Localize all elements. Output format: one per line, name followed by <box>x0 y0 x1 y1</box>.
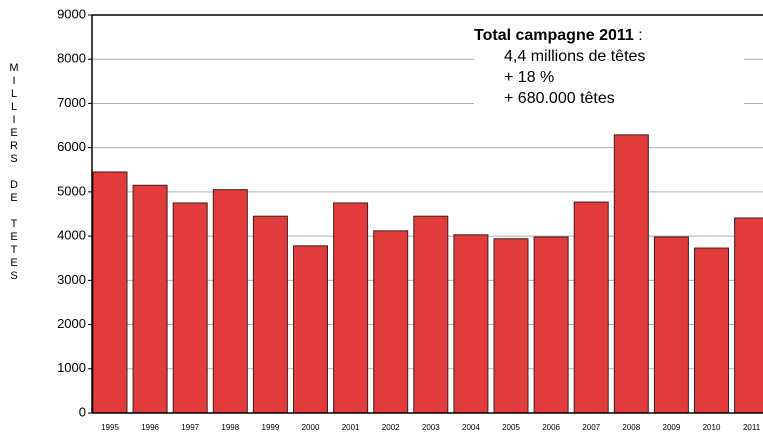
y-tick-label: 7000 <box>57 95 86 110</box>
x-tick-label: 2005 <box>502 423 520 432</box>
annotation: Total campagne 2011 : 4,4 millions de tê… <box>474 25 744 127</box>
y-tick-label: 6000 <box>57 139 86 154</box>
x-tick-label: 2003 <box>422 423 440 432</box>
y-axis-label: MILLIERS DE TETES <box>8 62 20 283</box>
x-tick-label: 2010 <box>703 423 721 432</box>
y-tick-label: 2000 <box>57 316 86 331</box>
y-tick-label: 0 <box>79 404 86 419</box>
y-tick-label: 1000 <box>57 360 86 375</box>
y-tick-label: 4000 <box>57 228 86 243</box>
x-tick-label: 2001 <box>342 423 360 432</box>
bar <box>453 234 489 414</box>
y-tick-label: 5000 <box>57 183 86 198</box>
bar <box>493 238 529 414</box>
bar <box>333 202 369 414</box>
bar <box>613 134 649 414</box>
bar <box>293 245 328 414</box>
x-tick-label: 2011 <box>743 423 761 432</box>
bar <box>694 247 729 414</box>
x-tick-label: 1997 <box>181 423 199 432</box>
x-tick-label: 1998 <box>221 423 239 432</box>
bar <box>373 230 409 414</box>
bar <box>413 215 449 414</box>
annotation-line: 4,4 millions de têtes <box>504 48 646 65</box>
x-tick-label: 1995 <box>101 423 119 432</box>
x-tick-label: 2007 <box>582 423 600 432</box>
annotation-separator: : <box>638 27 643 44</box>
bar <box>92 171 128 414</box>
annotation-title: Total campagne 2011 <box>474 27 634 44</box>
x-tick-label: 2008 <box>622 423 640 432</box>
x-tick-label: 2002 <box>382 423 400 432</box>
annotation-line: + 680.000 têtes <box>504 90 615 107</box>
bar <box>533 236 569 414</box>
annotation-title-row: Total campagne 2011 : <box>474 25 744 46</box>
bar <box>132 184 168 414</box>
x-tick-label: 2004 <box>462 423 480 432</box>
x-tick-label: 2009 <box>663 423 681 432</box>
annotation-line: + 18 % <box>504 69 555 86</box>
x-tick-label: 2000 <box>302 423 320 432</box>
bar <box>252 215 288 414</box>
y-tick-label: 9000 <box>57 6 86 21</box>
x-tick-label: 1996 <box>141 423 159 432</box>
bar <box>653 236 689 414</box>
x-tick-label: 1999 <box>262 423 280 432</box>
y-tick-label: 8000 <box>57 51 86 66</box>
y-tick-label: 3000 <box>57 272 86 287</box>
bar <box>212 189 248 414</box>
bar <box>172 202 208 414</box>
bar <box>734 217 763 414</box>
x-tick-label: 2006 <box>542 423 560 432</box>
bar <box>573 201 609 414</box>
